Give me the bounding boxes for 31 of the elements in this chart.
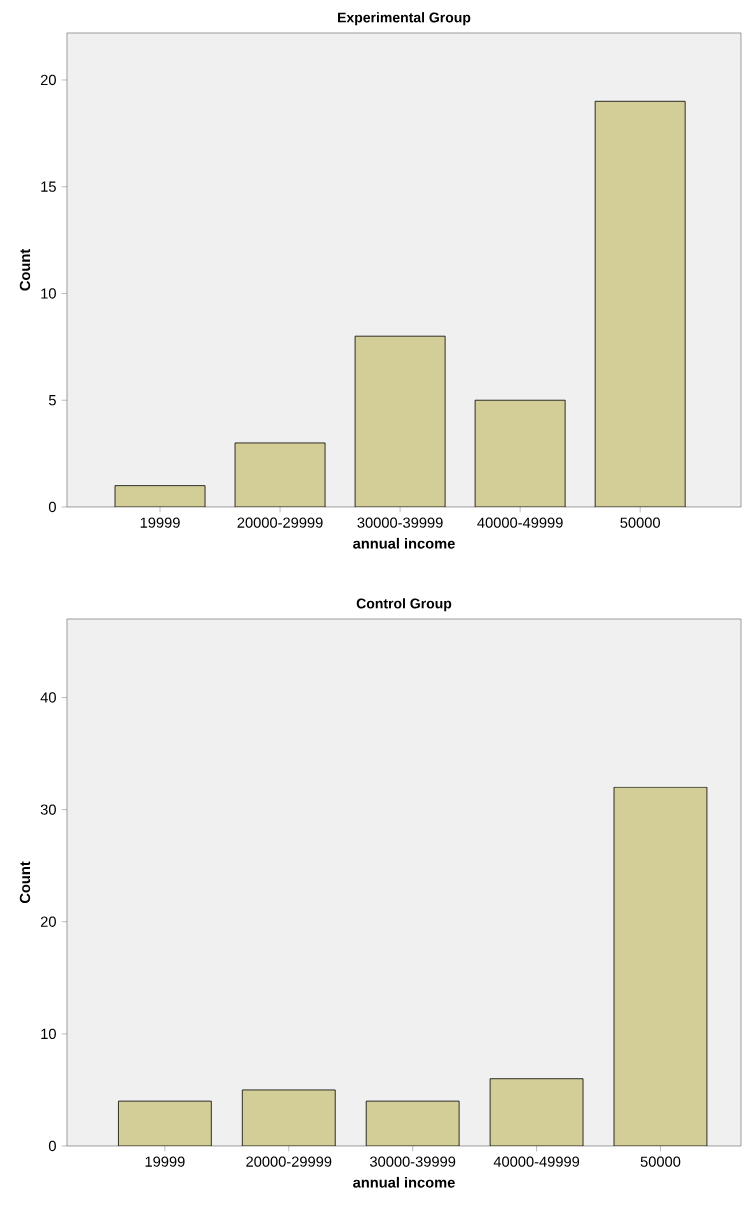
bar xyxy=(355,336,446,507)
y-tick-label: 20 xyxy=(40,74,56,86)
chart-title: Control Group xyxy=(356,598,452,612)
chart-title: Experimental Group xyxy=(338,12,471,26)
y-tick-label: 10 xyxy=(41,288,56,299)
x-tick-label: 20000-29999 xyxy=(237,517,323,528)
x-tick-label: 20000-29999 xyxy=(246,1156,332,1167)
y-tick-label: 40 xyxy=(40,692,56,703)
x-tick-label: 50000 xyxy=(620,517,660,528)
y-tick-label: 30 xyxy=(40,804,56,815)
y-tick-label: 5 xyxy=(48,395,56,406)
x-axis-title: annual income xyxy=(353,537,455,549)
bar xyxy=(475,400,566,507)
x-tick-label: 50000 xyxy=(640,1156,681,1167)
y-tick-label: 10 xyxy=(41,1028,56,1040)
x-tick-label: 40000-49999 xyxy=(493,1156,580,1167)
y-axis-title: Count xyxy=(19,861,31,904)
x-tick-label: 19999 xyxy=(145,1156,185,1167)
y-axis-title: Count xyxy=(19,248,31,291)
y-tick-label: 0 xyxy=(48,501,56,513)
x-tick-label: 40000-49999 xyxy=(477,517,563,528)
y-tick-label: 15 xyxy=(41,181,56,192)
bar xyxy=(235,442,326,507)
x-tick-label: 30000-39999 xyxy=(370,1156,456,1167)
x-tick-label: 19999 xyxy=(140,517,180,528)
y-tick-label: 0 xyxy=(48,1140,56,1152)
y-tick-label: 20 xyxy=(40,916,56,927)
x-axis-title: annual income xyxy=(353,1176,455,1188)
x-tick-label: 30000-39999 xyxy=(357,517,443,528)
bar xyxy=(594,100,686,507)
bar xyxy=(115,485,206,507)
